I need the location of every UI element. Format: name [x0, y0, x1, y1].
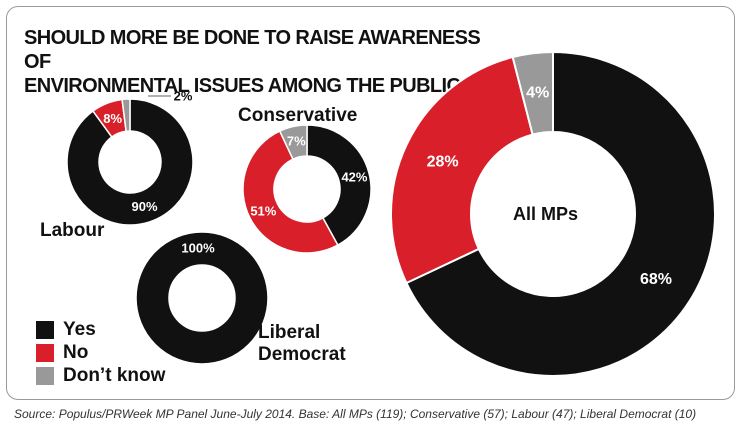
all-mps-value-label-no: 28% [427, 154, 459, 171]
liberal-democrat-label-line-1: Liberal [258, 322, 321, 343]
labour-slice-don-t-know [121, 98, 131, 133]
conservative-value-label-don-t-know: 7% [287, 134, 306, 149]
labour-label: Labour [40, 220, 105, 241]
all-mps-slice-no [390, 55, 534, 285]
liberal-democrat-label: Liberal Democrat [258, 322, 346, 366]
legend-label-no: No [63, 341, 89, 363]
legend-swatch-yes [36, 320, 54, 339]
labour-value-label-yes: 90% [132, 199, 158, 214]
legend-item-no: No [36, 341, 165, 364]
all-mps-value-label-yes: 68% [640, 271, 672, 288]
conservative-slice-don-t-know [278, 124, 308, 161]
all-mps-slice-yes [405, 50, 716, 377]
chart-title-line-2: environmental issues among the public? [24, 75, 473, 97]
legend-label-dont-know: Don’t know [63, 364, 166, 386]
legend-label-yes: Yes [63, 318, 96, 340]
conservative-slice-yes [306, 124, 372, 247]
chart-title-line-1: Should more be done to raise awareness o… [24, 27, 481, 73]
all-mps-value-label-don-t-know: 4% [526, 84, 549, 101]
legend-swatch-no [36, 343, 54, 362]
labour-value-label-don-t-know: 2% [174, 89, 193, 104]
conservative-value-label-yes: 42% [341, 169, 367, 184]
chart-frame [6, 6, 735, 400]
legend-swatch-dont-know [36, 366, 54, 385]
labour-slice-yes [66, 98, 194, 226]
chart-title: Should more be done to raise awareness o… [24, 26, 494, 98]
all-mps-label: All MPs [513, 204, 579, 224]
liberal-democrat-label-line-2: Democrat [258, 344, 346, 365]
all-mps-slice-don-t-know [511, 50, 554, 136]
labour-value-label-no: 8% [103, 111, 122, 126]
conservative-value-label-no: 51% [250, 204, 276, 219]
legend-item-yes: Yes [36, 318, 165, 341]
conservative-label: Conservative [238, 105, 358, 126]
liberal-democrat-value-label-yes: 100% [181, 241, 215, 256]
legend: Yes No Don’t know [36, 318, 165, 387]
conservative-slice-no [242, 130, 339, 254]
liberal-democrat-slice-yes [135, 231, 269, 365]
source-note: Source: Populus/PRWeek MP Panel June-Jul… [14, 407, 697, 421]
legend-item-dont-know: Don’t know [36, 364, 165, 387]
